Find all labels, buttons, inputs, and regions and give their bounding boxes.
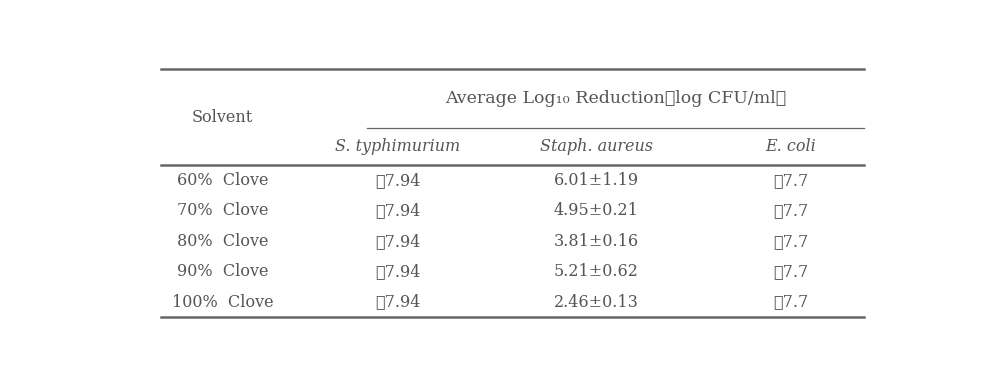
Text: 80%  Clove: 80% Clove (176, 233, 268, 250)
Text: 4.95±0.21: 4.95±0.21 (554, 202, 639, 219)
Text: 5.21±0.62: 5.21±0.62 (554, 263, 639, 280)
Text: Staph. aureus: Staph. aureus (540, 138, 653, 155)
Text: ≧7.94: ≧7.94 (375, 172, 421, 189)
Text: 3.81±0.16: 3.81±0.16 (554, 233, 639, 250)
Text: ≧7.94: ≧7.94 (375, 263, 421, 280)
Text: ≧7.94: ≧7.94 (375, 202, 421, 219)
Text: 70%  Clove: 70% Clove (176, 202, 268, 219)
Text: Solvent: Solvent (192, 109, 253, 126)
Text: ≧7.7: ≧7.7 (773, 263, 809, 280)
Text: 6.01±1.19: 6.01±1.19 (554, 172, 639, 189)
Text: 60%  Clove: 60% Clove (176, 172, 268, 189)
Text: ≧7.7: ≧7.7 (773, 294, 809, 311)
Text: 2.46±0.13: 2.46±0.13 (554, 294, 639, 311)
Text: ≧7.7: ≧7.7 (773, 172, 809, 189)
Text: ≧7.7: ≧7.7 (773, 233, 809, 250)
Text: ≧7.94: ≧7.94 (375, 294, 421, 311)
Text: 90%  Clove: 90% Clove (176, 263, 268, 280)
Text: E. coli: E. coli (765, 138, 817, 155)
Text: ≧7.94: ≧7.94 (375, 233, 421, 250)
Text: S. typhimurium: S. typhimurium (335, 138, 461, 155)
Text: ≧7.7: ≧7.7 (773, 202, 809, 219)
Text: 100%  Clove: 100% Clove (171, 294, 273, 311)
Text: Average Log₁₀ Reduction（log CFU/ml）: Average Log₁₀ Reduction（log CFU/ml） (445, 90, 786, 107)
